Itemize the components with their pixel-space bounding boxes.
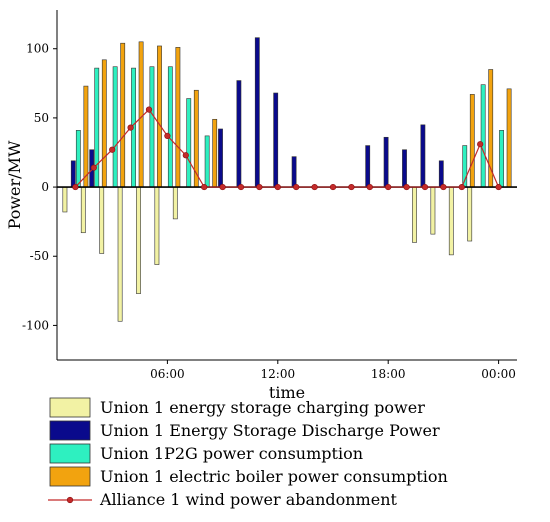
wind-point-8 [201, 183, 208, 191]
wind-point-20 [421, 183, 429, 191]
wind-point-18 [385, 183, 392, 191]
legend-label-4: Alliance 1 wind power abandonment [99, 490, 398, 509]
wind-point-14 [311, 183, 318, 191]
wind-point-17 [366, 183, 373, 191]
bar-s2-5 [149, 66, 155, 188]
bar-s1-12 [273, 92, 279, 188]
wind-point-11 [256, 183, 263, 191]
bar-s0-3 [99, 186, 105, 254]
legend-label-0: Union 1 energy storage charging power [100, 398, 425, 417]
legend-swatch-0 [49, 397, 91, 418]
bar-s0-5 [136, 186, 141, 294]
wind-point-1 [72, 183, 79, 191]
bar-s0-7 [172, 186, 178, 220]
y-tick-label: 0 [41, 180, 49, 194]
wind-point-10 [237, 183, 245, 191]
bar-s3-5 [157, 45, 162, 188]
bar-s3-4 [138, 41, 144, 188]
bar-s1-13 [291, 156, 297, 188]
wind-point-6 [164, 132, 171, 139]
legend-marker-4 [66, 496, 74, 504]
plot-area [57, 37, 517, 322]
wind-point-15 [329, 183, 337, 191]
bar-s0-22 [448, 186, 454, 256]
legend-label-3: Union 1 electric boiler power consumptio… [100, 467, 448, 486]
bar-s1-21 [438, 160, 444, 188]
bar-s0-20 [412, 186, 417, 243]
bar-s0-23 [467, 186, 473, 242]
bar-s1-9 [218, 128, 223, 188]
bar-s0-2 [80, 186, 86, 234]
bar-s0-1 [62, 186, 68, 213]
wind-point-3 [109, 146, 116, 153]
legend-swatch-2 [49, 443, 91, 464]
wind-point-2 [90, 164, 97, 171]
legend-swatch-3 [49, 466, 91, 487]
bar-s2-3 [112, 66, 118, 188]
wind-point-21 [440, 183, 447, 191]
bar-s0-21 [430, 186, 436, 235]
bar-s1-20 [420, 124, 426, 188]
bar-s1-1 [70, 160, 76, 188]
wind-point-4 [127, 124, 134, 131]
bar-s0-4 [117, 186, 123, 322]
x-tick-label: 18:00 [371, 367, 406, 381]
x-tick-label: 12:00 [261, 367, 296, 381]
legend: Union 1 energy storage charging power Uni… [48, 397, 448, 509]
x-tick-label: 06:00 [150, 367, 185, 381]
axes: -100 -50 0 50 100 06:00 12:00 18:00 00:00 time Pow… [5, 10, 517, 402]
bar-s3-22 [469, 94, 475, 188]
wind-point-13 [293, 183, 300, 191]
legend-label-1: Union 1 Energy Storage Discharge Power [100, 421, 440, 440]
y-tick-label: -100 [22, 318, 49, 332]
wind-point-22 [458, 183, 465, 191]
bar-s3-2 [101, 59, 107, 188]
bar-s0-6 [154, 186, 160, 265]
bar-s2-23 [480, 84, 486, 188]
bar-s3-24 [506, 88, 512, 188]
bar-s3-8 [212, 118, 218, 188]
y-tick-label: -50 [30, 249, 49, 263]
legend-swatch-1 [49, 420, 91, 441]
x-tick-label: 00:00 [481, 367, 516, 381]
wind-point-23 [477, 141, 484, 148]
wind-point-19 [403, 183, 410, 191]
wind-point-12 [274, 183, 281, 191]
y-tick-label: 100 [26, 42, 49, 56]
wind-point-24 [495, 183, 502, 191]
wind-point-9 [219, 183, 226, 191]
wind-point-5 [145, 106, 153, 113]
y-tick-label: 50 [34, 111, 49, 125]
bar-s3-6 [175, 47, 181, 188]
bar-s2-1 [75, 130, 81, 188]
bar-s2-6 [167, 66, 173, 188]
bar-s3-1 [83, 85, 89, 188]
wind-point-16 [348, 183, 355, 191]
bar-s2-24 [499, 130, 504, 188]
bar-s1-11 [254, 37, 260, 188]
bar-s2-7 [186, 98, 192, 188]
bar-s1-17 [365, 145, 371, 188]
x-axis-title: time [269, 383, 305, 402]
bar-s1-10 [236, 80, 242, 188]
wind-point-7 [182, 152, 189, 159]
bar-s1-19 [402, 149, 407, 188]
legend-label-2: Union 1P2G power consumption [100, 444, 363, 463]
bar-s1-18 [383, 136, 389, 188]
bar-s2-8 [204, 135, 210, 188]
y-axis-title: Power/MW [5, 140, 24, 229]
bar-s3-3 [120, 42, 126, 188]
